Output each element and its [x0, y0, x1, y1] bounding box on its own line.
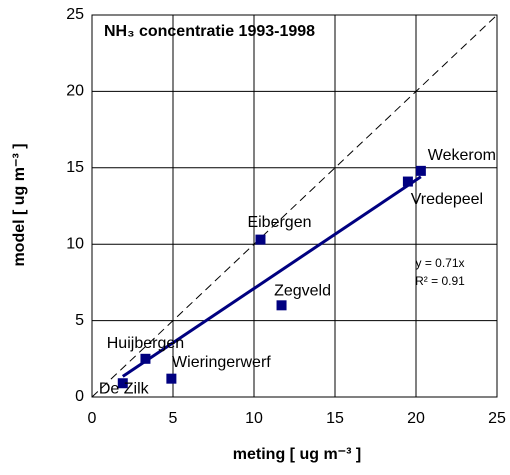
point-label: Eibergen	[247, 214, 311, 231]
y-tick-label: 0	[75, 388, 84, 405]
point-label: Huijbergen	[107, 335, 184, 352]
trend-r2: R² = 0.91	[415, 274, 465, 288]
y-axis-label: model [ ug m⁻³ ]	[11, 143, 28, 266]
chart-title: NH₃ concentratie 1993-1998	[104, 23, 315, 40]
one-to-one-line	[91, 14, 498, 398]
point	[415, 165, 426, 176]
y-tick-label: 25	[66, 6, 84, 23]
x-tick-label: 0	[88, 410, 97, 427]
point	[166, 373, 177, 384]
point	[255, 234, 266, 245]
x-tick-label: 10	[245, 410, 263, 427]
point	[402, 176, 413, 187]
point-label: Wieringerwerf	[172, 354, 271, 371]
point	[140, 353, 151, 364]
x-tick-label: 15	[326, 410, 344, 427]
trend-equation: y = 0.71x	[415, 256, 464, 270]
x-tick-label: 25	[488, 410, 506, 427]
y-tick-label: 5	[75, 312, 84, 329]
point-label: Vredepeel	[411, 191, 483, 208]
plot-border	[91, 14, 498, 398]
y-tick-label: 10	[66, 235, 84, 252]
point	[276, 300, 287, 311]
x-tick-label: 5	[169, 410, 178, 427]
x-axis-label: meting [ ug m⁻³ ]	[233, 446, 361, 463]
trendline	[121, 175, 422, 378]
x-tick-label: 20	[407, 410, 425, 427]
point-label: Zegveld	[274, 283, 331, 300]
point	[117, 378, 128, 389]
point-label: Wekerom	[428, 147, 496, 164]
point-label: De Zilk	[99, 380, 150, 397]
y-tick-label: 15	[66, 159, 84, 176]
y-tick-label: 20	[66, 83, 84, 100]
